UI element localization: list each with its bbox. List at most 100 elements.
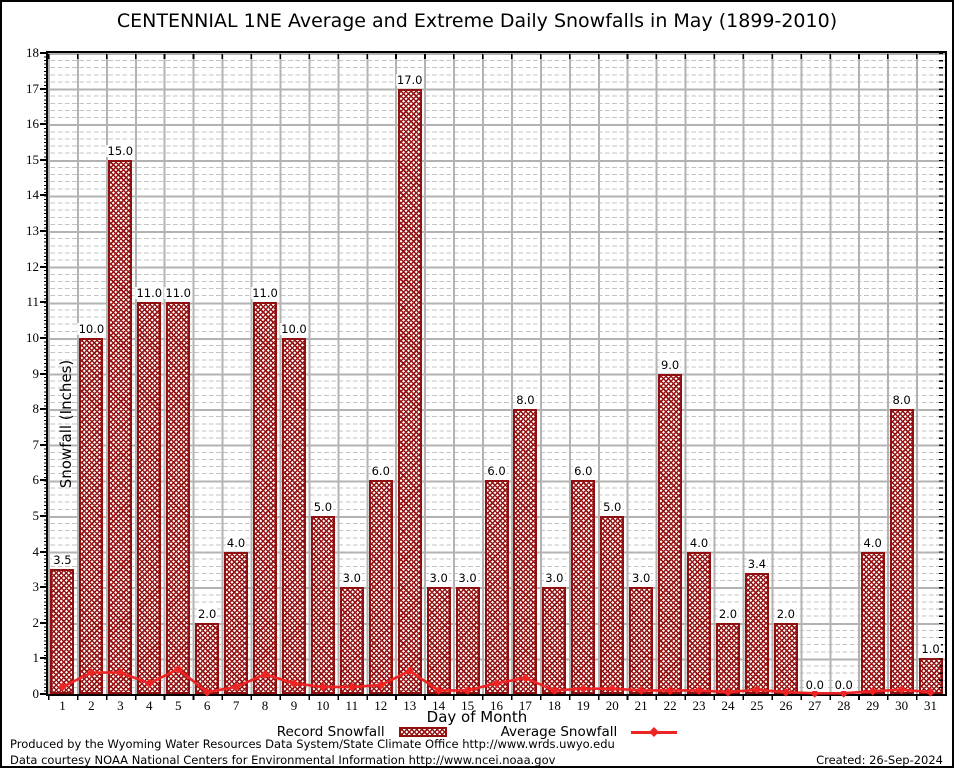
average-data-point	[260, 670, 270, 679]
legend-average-label: Average Snowfall	[500, 724, 618, 740]
average-data-point	[665, 686, 675, 695]
x-tick-label-day-15: 15	[461, 698, 475, 713]
y-tick-label: 2	[32, 614, 40, 630]
average-data-point	[434, 686, 444, 695]
bar-value-label: 5.0	[312, 499, 334, 514]
record-snowfall-bar-day-12	[368, 480, 393, 694]
average-data-point	[810, 688, 820, 698]
y-tick-label: 6	[32, 472, 40, 488]
bar-value-label: 0.0	[833, 678, 854, 692]
record-snowfall-swatch-icon	[398, 727, 447, 737]
bar-value-label: 3.0	[341, 571, 362, 586]
bar-value-label: 2.0	[717, 606, 739, 621]
average-data-point	[839, 688, 849, 698]
record-snowfall-bar-day-7	[224, 551, 249, 694]
bar-value-label: 4.0	[688, 535, 710, 550]
average-data-point	[173, 664, 183, 674]
bar-value-label: 3.4	[746, 556, 768, 571]
bar-value-label: 8.0	[515, 393, 536, 408]
y-tick-label: 9	[32, 365, 40, 381]
average-data-point	[405, 666, 415, 676]
bar-value-label: 6.0	[573, 464, 594, 479]
average-data-point	[376, 680, 386, 690]
y-minor-ticks-left	[43, 53, 48, 694]
average-data-point	[781, 687, 791, 697]
average-data-point	[463, 686, 472, 695]
x-tick-label-day-10: 10	[316, 698, 330, 713]
x-tick-label-day-6: 6	[203, 698, 211, 713]
bar-value-label: 17.0	[395, 72, 424, 87]
average-data-point	[694, 686, 704, 695]
average-data-point	[289, 678, 299, 688]
record-snowfall-bar-day-5	[166, 302, 191, 694]
bar-value-label: 1.0	[920, 642, 941, 657]
x-tick-label-day-17: 17	[518, 698, 532, 713]
average-data-point	[521, 673, 530, 683]
x-ticks-top	[48, 54, 945, 59]
x-tick-label-day-9: 9	[290, 698, 298, 713]
record-snowfall-bar-day-2	[79, 337, 104, 694]
average-snowfall-swatch-icon	[631, 727, 678, 737]
y-tick-label: 15	[26, 151, 39, 167]
average-data-point	[347, 682, 357, 692]
record-snowfall-bar-day-21	[629, 587, 654, 694]
y-tick-label: 0	[32, 686, 40, 701]
average-snowfall-line	[58, 664, 935, 698]
plot-area: Snowfall (Inches)	[46, 51, 947, 696]
record-snowfall-bar-day-23	[687, 551, 712, 694]
x-tick-label-day-8: 8	[261, 698, 269, 713]
bar-value-label: 4.0	[862, 535, 883, 550]
y-tick-label: 10	[26, 329, 39, 345]
x-tick-label-day-13: 13	[403, 698, 417, 713]
average-data-point	[636, 686, 646, 695]
x-tick-label-day-26: 26	[779, 698, 793, 713]
x-axis-title: Day of Month	[426, 708, 528, 726]
record-snowfall-bar-day-20	[600, 515, 625, 694]
footer-produced-by: Produced by the Wyoming Water Resources …	[10, 737, 615, 751]
record-snowfall-bar-day-10	[310, 515, 335, 694]
average-data-point	[231, 682, 241, 692]
y-tick-label: 7	[32, 436, 40, 452]
average-data-point	[926, 687, 935, 697]
bar-value-label: 8.0	[891, 393, 912, 408]
bar-value-label: 9.0	[659, 357, 681, 372]
record-snowfall-bar-day-6	[195, 622, 220, 694]
y-tick-label: 12	[26, 258, 39, 274]
x-tick-label-day-7: 7	[232, 698, 240, 713]
y-minor-ticks-right	[939, 53, 943, 694]
y-tick-label: 5	[32, 507, 40, 523]
record-snowfall-bar-day-4	[137, 302, 162, 694]
bar-value-label: 2.0	[196, 606, 218, 621]
average-data-point	[58, 682, 67, 692]
average-data-point	[868, 686, 878, 696]
average-data-point	[897, 685, 906, 695]
bar-value-label: 11.0	[164, 286, 193, 301]
bar-value-label: 10.0	[77, 321, 106, 336]
x-tick-label-day-4: 4	[146, 698, 153, 713]
x-tick-label-day-18: 18	[547, 698, 561, 713]
record-snowfall-bar-day-30	[889, 409, 914, 694]
x-tick-label-day-23: 23	[692, 698, 706, 713]
x-ticks-bottom	[48, 696, 945, 700]
y-tick-label: 11	[26, 294, 39, 310]
record-snowfall-bar-day-14	[426, 587, 451, 694]
x-tick-label-day-30: 30	[895, 698, 909, 713]
x-tick-label-day-25: 25	[750, 698, 764, 713]
x-tick-label-day-19: 19	[576, 698, 590, 713]
record-snowfall-bar-day-8	[253, 302, 278, 694]
record-snowfall-bar-day-22	[658, 373, 683, 694]
record-snowfall-bar-day-3	[108, 159, 133, 694]
bar-value-label: 6.0	[486, 464, 507, 479]
x-tick-label-day-22: 22	[663, 698, 677, 713]
x-tick-label-day-2: 2	[88, 698, 95, 713]
x-tick-label-day-11: 11	[345, 698, 359, 713]
x-tick-label-day-12: 12	[374, 698, 388, 713]
average-data-point	[144, 678, 154, 688]
record-snowfall-bar-day-29	[860, 551, 885, 694]
bar-value-label: 11.0	[135, 286, 164, 301]
average-data-point	[202, 687, 212, 697]
record-snowfall-bar-day-13	[397, 88, 422, 694]
x-tick-label-day-20: 20	[605, 698, 619, 713]
record-snowfall-bar-day-26	[773, 622, 798, 694]
bar-value-label: 0.0	[804, 678, 825, 692]
